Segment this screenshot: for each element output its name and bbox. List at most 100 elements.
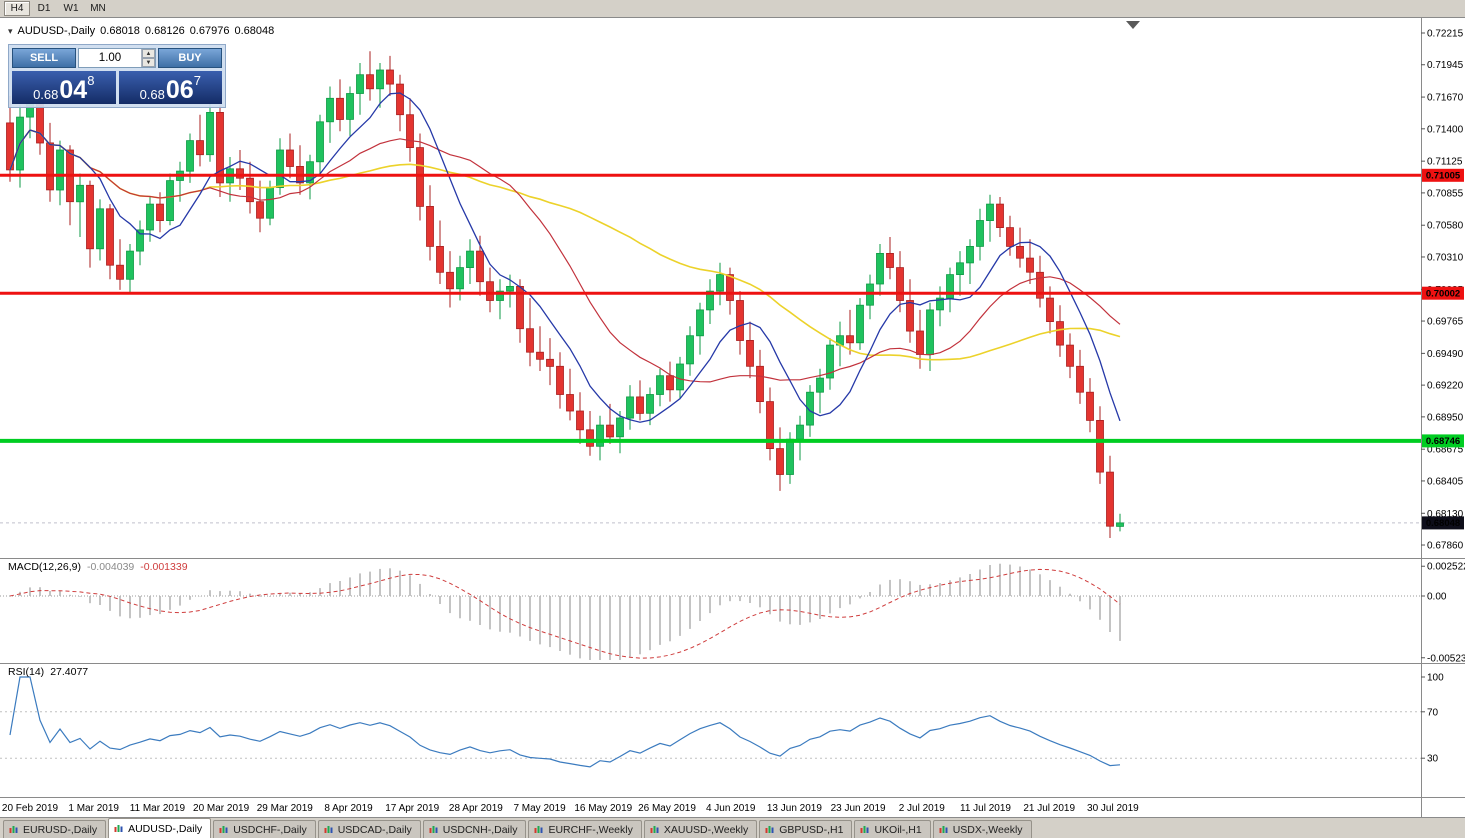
svg-text:21 Jul 2019: 21 Jul 2019 (1023, 803, 1075, 814)
chart-tab-icon (9, 825, 19, 835)
volume-input[interactable]: 1.00 (98, 52, 122, 64)
ohlc-low: 0.67976 (189, 25, 230, 37)
svg-text:20 Feb 2019: 20 Feb 2019 (2, 803, 59, 814)
svg-text:0.00: 0.00 (1427, 592, 1447, 603)
chart-tab-eurchfweekly[interactable]: EURCHF-,Weekly (528, 820, 642, 838)
chart-tab-icon (534, 825, 544, 835)
svg-text:0.69765: 0.69765 (1427, 317, 1464, 328)
sell-price-display[interactable]: 0.68 04 8 (12, 71, 116, 104)
one-click-trading-panel: SELL 1.00 ▲ ▼ BUY 0.68 04 8 0.68 06 7 (8, 44, 226, 108)
chart-tab-label: UKOil-,H1 (874, 823, 922, 836)
svg-text:11 Mar 2019: 11 Mar 2019 (130, 803, 186, 814)
chart-tab-ukoilh1[interactable]: UKOil-,H1 (854, 820, 931, 838)
chart-tab-xauusdweekly[interactable]: XAUUSD-,Weekly (643, 820, 758, 838)
svg-text:0.68746: 0.68746 (1426, 436, 1460, 447)
chart-tab-label: USDCNH-,Daily (442, 823, 518, 836)
buy-price-fraction: 7 (193, 73, 201, 88)
rsi-line (9, 676, 1121, 768)
chart-tab-usdcnhdaily[interactable]: USDCNH-,Daily (422, 820, 527, 838)
svg-text:0.002522: 0.002522 (1427, 562, 1465, 573)
macd-indicator-label: MACD(12,26,9) -0.004039 -0.001339 (8, 561, 188, 573)
rsi-indicator-label: RSI(14) 27.4077 (8, 666, 88, 678)
timeframe-button-d1[interactable]: D1 (31, 1, 57, 16)
svg-text:11 Jul 2019: 11 Jul 2019 (960, 803, 1011, 814)
chart-tab-icon (324, 825, 334, 835)
chart-tab-label: AUDUSD-,Daily (128, 822, 203, 835)
svg-text:2 Jul 2019: 2 Jul 2019 (899, 803, 946, 814)
svg-text:0.70580: 0.70580 (1427, 221, 1464, 232)
chart-tab-icon (650, 825, 660, 835)
macd-signal-value: -0.001339 (140, 561, 188, 573)
svg-text:0.68405: 0.68405 (1427, 476, 1464, 487)
timeframe-button-h4[interactable]: H4 (4, 1, 30, 16)
svg-text:30 Jul 2019: 30 Jul 2019 (1087, 803, 1139, 814)
one-click-collapse-icon[interactable]: ▾ (8, 25, 13, 36)
svg-text:20 Mar 2019: 20 Mar 2019 (193, 803, 250, 814)
current-price-tag: 0.68048 (1422, 516, 1464, 530)
chart-tab-label: USDX-,Weekly (952, 823, 1023, 836)
level-price-tag: 0.70002 (1422, 286, 1464, 300)
chart-tab-label: USDCHF-,Daily (233, 823, 307, 836)
macd-name: MACD(12,26,9) (8, 561, 81, 573)
level-price-tag: 0.68746 (1422, 434, 1464, 448)
buy-price-pips: 06 (165, 76, 194, 104)
svg-text:29 Mar 2019: 29 Mar 2019 (257, 803, 314, 814)
trade-prices-row: 0.68 04 8 0.68 06 7 (12, 71, 222, 104)
timeframe-toolbar: H4 D1 W1 MN (0, 0, 1465, 18)
level-price-tag: 0.71005 (1422, 168, 1464, 182)
chart-tab-eurusddaily[interactable]: EURUSD-,Daily (3, 820, 107, 838)
sell-button[interactable]: SELL (12, 48, 76, 68)
macd-histogram (19, 563, 1121, 660)
chart-tab-usdcaddaily[interactable]: USDCAD-,Daily (317, 820, 421, 838)
chart-tab-label: EURCHF-,Weekly (548, 823, 633, 836)
chart-shift-marker-icon[interactable] (1126, 21, 1140, 29)
buy-button[interactable]: BUY (158, 48, 222, 68)
ohlc-high: 0.68126 (144, 25, 185, 37)
chart-tab-usdchfdaily[interactable]: USDCHF-,Daily (213, 820, 316, 838)
chart-tab-label: USDCAD-,Daily (337, 823, 412, 836)
chart-tab-usdxweekly[interactable]: USDX-,Weekly (932, 820, 1032, 838)
svg-text:7 May 2019: 7 May 2019 (513, 803, 566, 814)
chart-tab-audusddaily[interactable]: AUDUSD-,Daily (108, 818, 212, 838)
volume-decrease-button[interactable]: ▼ (142, 58, 155, 67)
macd-axis: 0.002522 0.00 -0.005234 (1421, 562, 1465, 664)
rsi-axis: 100 70 30 (1421, 673, 1444, 765)
sell-price-fraction: 8 (87, 73, 95, 88)
svg-text:13 Jun 2019: 13 Jun 2019 (767, 803, 822, 814)
svg-text:70: 70 (1427, 707, 1439, 718)
timeframe-button-w1[interactable]: W1 (58, 1, 84, 16)
chart-tab-gbpusdh1[interactable]: GBPUSD-,H1 (759, 820, 853, 838)
svg-text:0.72215: 0.72215 (1427, 29, 1464, 40)
chart-tab-icon (219, 825, 229, 835)
svg-text:0.68675: 0.68675 (1427, 445, 1464, 456)
chart-ohlc-header: ▾ AUDUSD-,Daily 0.68018 0.68126 0.67976 … (8, 25, 274, 37)
rsi-value: 27.4077 (50, 666, 89, 678)
svg-text:0.71005: 0.71005 (1426, 171, 1461, 182)
svg-text:4 Jun 2019: 4 Jun 2019 (706, 803, 756, 814)
ma-20-line (9, 129, 1121, 383)
volume-increase-button[interactable]: ▲ (142, 49, 155, 58)
timeframe-button-mn[interactable]: MN (85, 1, 111, 16)
chart-tab-label: GBPUSD-,H1 (779, 823, 844, 836)
date-axis: 20 Feb 2019 1 Mar 2019 11 Mar 2019 20 Mar 2… (2, 803, 1139, 814)
chart-symbol: AUDUSD-,Daily (17, 25, 96, 37)
svg-text:0.70855: 0.70855 (1427, 188, 1464, 199)
ma-8-line (9, 92, 1121, 423)
svg-text:23 Jun 2019: 23 Jun 2019 (831, 803, 886, 814)
ohlc-open: 0.68018 (100, 25, 140, 37)
svg-text:0.68950: 0.68950 (1427, 412, 1464, 423)
svg-text:0.70002: 0.70002 (1426, 288, 1460, 299)
candles (6, 51, 1124, 538)
chart-tab-icon (429, 825, 439, 835)
svg-text:8 Apr 2019: 8 Apr 2019 (324, 803, 373, 814)
chart-tab-icon (860, 825, 870, 835)
buy-price-display[interactable]: 0.68 06 7 (118, 71, 222, 104)
svg-text:0.69490: 0.69490 (1427, 349, 1464, 360)
chart-tab-icon (765, 825, 775, 835)
volume-spinner: ▲ ▼ (141, 49, 155, 67)
svg-text:0.71125: 0.71125 (1427, 157, 1463, 168)
macd-signal-line (9, 568, 1121, 659)
price-chart: 0.72215 0.71945 0.71670 0.71400 0.71125 0.708… (0, 18, 1465, 817)
svg-text:0.69220: 0.69220 (1427, 381, 1464, 392)
